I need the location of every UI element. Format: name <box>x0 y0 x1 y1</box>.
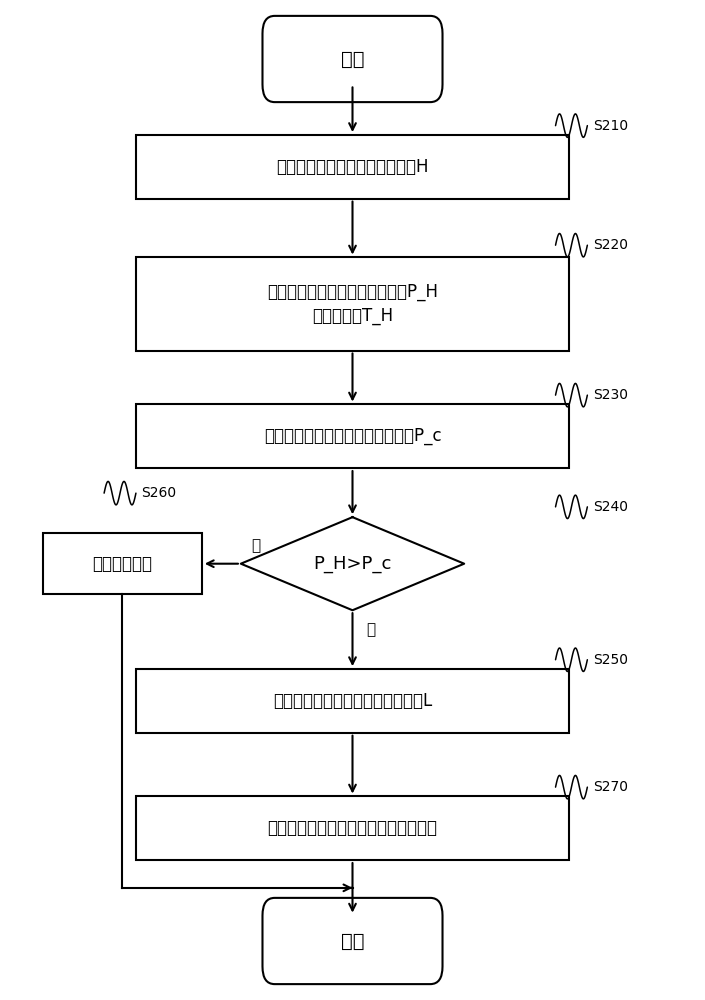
Text: S260: S260 <box>141 486 176 500</box>
Text: 结束: 结束 <box>341 932 364 950</box>
Text: S220: S220 <box>593 238 627 252</box>
FancyBboxPatch shape <box>262 898 443 984</box>
Bar <box>136 404 569 468</box>
Bar <box>136 669 569 733</box>
Text: 计算产生泡沫段的临界动液面压力P_c: 计算产生泡沫段的临界动液面压力P_c <box>264 427 441 445</box>
Bar <box>136 135 569 199</box>
Text: S210: S210 <box>593 119 628 133</box>
Text: S270: S270 <box>593 780 627 794</box>
Text: 测量煤层气井筒中拟动液面高度H: 测量煤层气井筒中拟动液面高度H <box>276 158 429 176</box>
Text: 是: 是 <box>251 539 260 554</box>
Text: P_H>P_c: P_H>P_c <box>313 555 392 573</box>
Bar <box>136 796 569 860</box>
Text: 开始: 开始 <box>341 49 364 68</box>
FancyBboxPatch shape <box>262 16 443 102</box>
Bar <box>136 257 569 351</box>
Text: 井内无泡沫段: 井内无泡沫段 <box>92 555 152 573</box>
Text: 井内有泡沫段，计算泡沫段的高度L: 井内有泡沫段，计算泡沫段的高度L <box>273 692 432 710</box>
Text: 计算得到拟动液面处的真实压力P_H
和真实温度T_H: 计算得到拟动液面处的真实压力P_H 和真实温度T_H <box>267 283 438 325</box>
Text: S250: S250 <box>593 653 627 667</box>
Text: S240: S240 <box>593 500 627 514</box>
Polygon shape <box>241 517 464 610</box>
Text: S230: S230 <box>593 388 627 402</box>
Text: 降低泡沫段的高度或者完全消除泡沫段: 降低泡沫段的高度或者完全消除泡沫段 <box>267 819 438 837</box>
Bar <box>43 533 202 594</box>
Text: 否: 否 <box>366 622 375 637</box>
